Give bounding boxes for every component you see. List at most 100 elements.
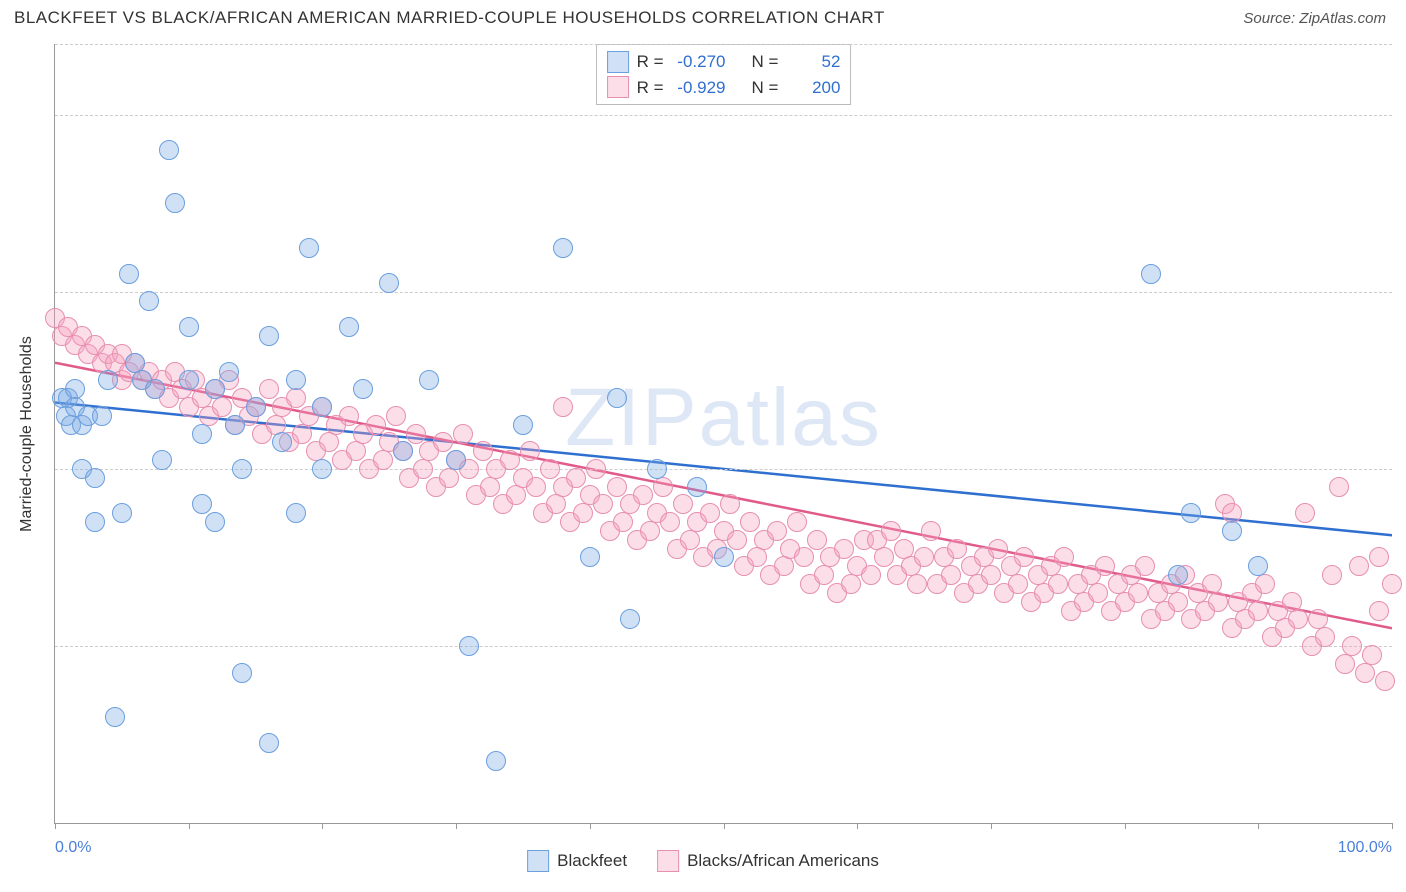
legend-item-series2: Blacks/African Americans (657, 850, 879, 872)
data-point (921, 521, 941, 541)
data-point (814, 565, 834, 585)
x-tick (322, 823, 323, 829)
data-point (192, 494, 212, 514)
data-point (98, 370, 118, 390)
data-point (1362, 645, 1382, 665)
plot-area: Married-couple Households ZIPatlas R = -… (54, 44, 1392, 824)
data-point (566, 468, 586, 488)
data-point (145, 379, 165, 399)
x-tick-label: 100.0% (1338, 839, 1392, 857)
data-point (500, 450, 520, 470)
data-point (874, 547, 894, 567)
data-point (513, 415, 533, 435)
data-point (346, 441, 366, 461)
data-point (1382, 574, 1402, 594)
data-point (366, 415, 386, 435)
y-tick-label: 80.0% (1396, 106, 1406, 124)
data-point (767, 521, 787, 541)
n-label-1: N = (752, 49, 779, 75)
data-point (1048, 574, 1068, 594)
data-point (312, 459, 332, 479)
data-point (373, 450, 393, 470)
data-point (1095, 556, 1115, 576)
data-point (774, 556, 794, 576)
data-point (105, 707, 125, 727)
data-point (1248, 601, 1268, 621)
data-point (1335, 654, 1355, 674)
data-point (1128, 583, 1148, 603)
n-value-2: 200 (786, 75, 840, 101)
data-point (586, 459, 606, 479)
data-point (339, 317, 359, 337)
data-point (259, 733, 279, 753)
data-point (406, 424, 426, 444)
data-point (292, 424, 312, 444)
source-attribution: Source: ZipAtlas.com (1243, 10, 1386, 27)
legend-label-series1: Blackfeet (557, 851, 627, 871)
data-point (433, 432, 453, 452)
data-point (379, 273, 399, 293)
data-point (1288, 609, 1308, 629)
stats-row-series1: R = -0.270 N = 52 (607, 49, 841, 75)
data-point (453, 424, 473, 444)
data-point (232, 459, 252, 479)
data-point (112, 503, 132, 523)
data-point (286, 388, 306, 408)
x-tick (724, 823, 725, 829)
data-point (941, 565, 961, 585)
data-point (881, 521, 901, 541)
data-point (299, 238, 319, 258)
gridline (55, 292, 1392, 293)
data-point (633, 485, 653, 505)
data-point (1014, 547, 1034, 567)
data-point (286, 503, 306, 523)
r-value-1: -0.270 (672, 49, 726, 75)
data-point (212, 397, 232, 417)
data-point (1255, 574, 1275, 594)
data-point (740, 512, 760, 532)
data-point (1369, 547, 1389, 567)
data-point (386, 406, 406, 426)
data-point (439, 468, 459, 488)
swatch-series2 (607, 76, 629, 98)
watermark-text: ZIPatlas (565, 371, 882, 465)
x-tick-label: 0.0% (55, 839, 91, 857)
data-point (1375, 671, 1395, 691)
data-point (286, 370, 306, 390)
chart-header: BLACKFEET VS BLACK/AFRICAN AMERICAN MARR… (0, 0, 1406, 32)
data-point (339, 406, 359, 426)
data-point (139, 291, 159, 311)
data-point (312, 397, 332, 417)
data-point (794, 547, 814, 567)
data-point (907, 574, 927, 594)
gridline (55, 469, 1392, 470)
data-point (205, 512, 225, 532)
data-point (192, 424, 212, 444)
x-tick (1392, 823, 1393, 829)
data-point (1141, 264, 1161, 284)
gridline (55, 115, 1392, 116)
data-point (179, 317, 199, 337)
data-point (1295, 503, 1315, 523)
data-point (1342, 636, 1362, 656)
data-point (225, 415, 245, 435)
legend-swatch-series1 (527, 850, 549, 872)
data-point (580, 547, 600, 567)
data-point (947, 539, 967, 559)
data-point (607, 477, 627, 497)
data-point (1168, 565, 1188, 585)
data-point (119, 264, 139, 284)
data-point (1329, 477, 1349, 497)
y-axis-title: Married-couple Households (18, 336, 36, 532)
data-point (1322, 565, 1342, 585)
data-point (259, 326, 279, 346)
data-point (446, 450, 466, 470)
legend-label-series2: Blacks/African Americans (687, 851, 879, 871)
source-name: ZipAtlas.com (1299, 10, 1386, 27)
data-point (85, 512, 105, 532)
data-point (573, 503, 593, 523)
data-point (1135, 556, 1155, 576)
data-point (807, 530, 827, 550)
data-point (1181, 503, 1201, 523)
data-point (727, 530, 747, 550)
